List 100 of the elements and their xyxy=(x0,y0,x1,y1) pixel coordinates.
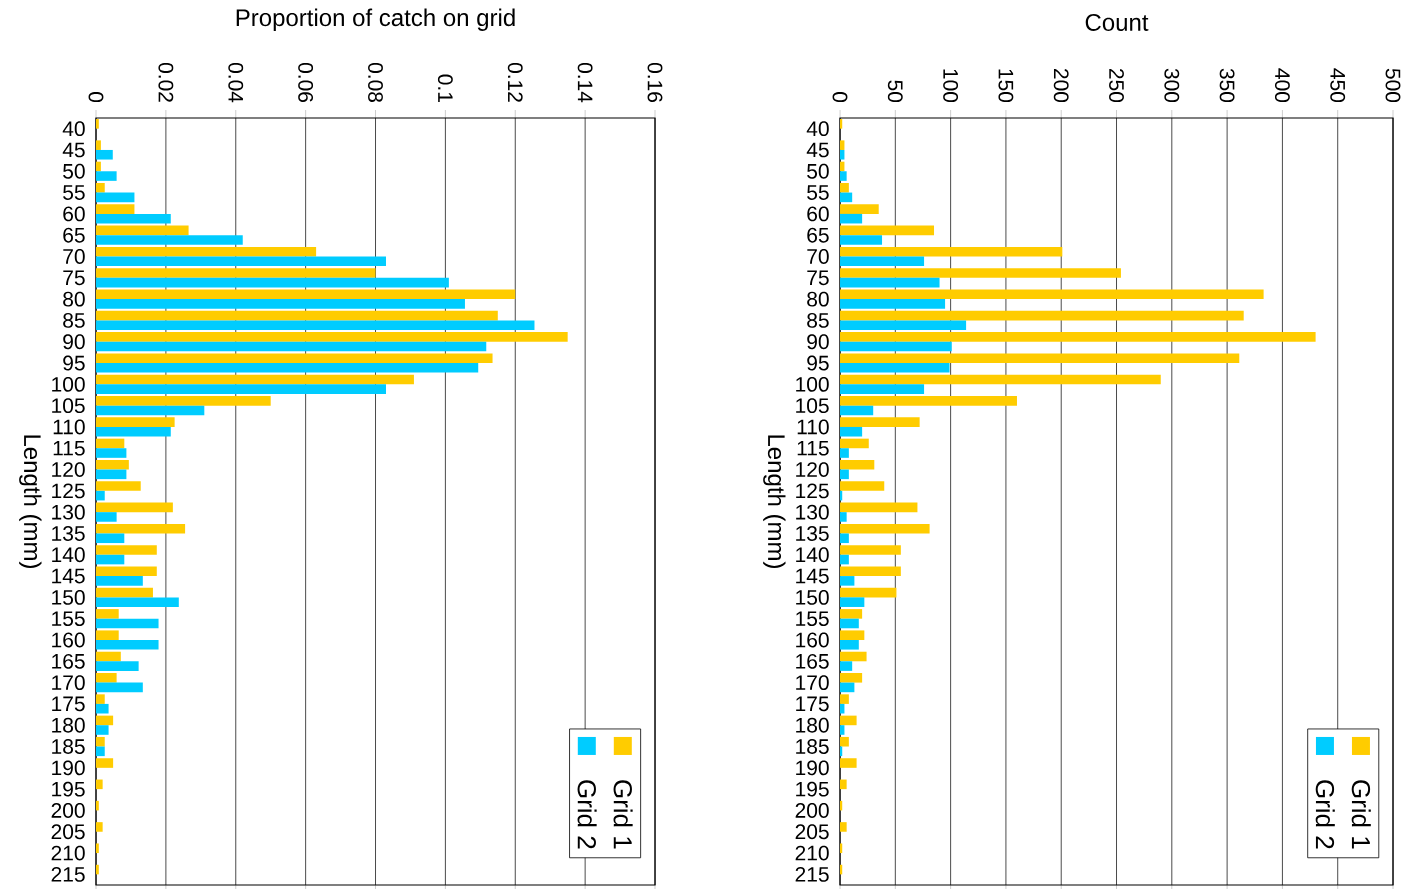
y-tick-label: 195 xyxy=(52,781,85,797)
bar xyxy=(840,779,847,790)
y-tick-label: 60 xyxy=(63,206,85,222)
y-tick-label: 40 xyxy=(806,121,829,137)
legend-label: Grid 2 xyxy=(577,780,597,849)
bar xyxy=(840,417,920,427)
y-tick-label: 190 xyxy=(52,760,85,776)
bar xyxy=(96,320,535,330)
x-tick-label: 0 xyxy=(88,92,104,103)
bar xyxy=(96,405,205,416)
bar xyxy=(840,204,879,214)
bar xyxy=(96,597,179,607)
y-tick-label: 85 xyxy=(63,312,85,328)
y-tick-label: 95 xyxy=(63,355,85,371)
bar xyxy=(96,384,386,394)
bar xyxy=(840,246,1063,257)
bar xyxy=(96,490,105,501)
bar xyxy=(96,149,113,160)
bar xyxy=(96,171,117,181)
bar xyxy=(840,682,855,693)
x-tick-label: 450 xyxy=(1330,68,1346,103)
bar xyxy=(840,758,857,768)
bar xyxy=(840,225,935,236)
legend-label: Grid 1 xyxy=(1351,780,1371,849)
bar xyxy=(96,694,105,704)
y-tick-label: 105 xyxy=(52,398,85,414)
bar xyxy=(840,374,1161,385)
bar xyxy=(96,661,139,671)
bar xyxy=(96,374,414,385)
y-tick-label: 65 xyxy=(63,227,85,243)
y-tick-label: 185 xyxy=(52,739,85,754)
bar xyxy=(840,587,897,598)
bar xyxy=(840,289,1264,300)
bar xyxy=(96,566,157,577)
bar xyxy=(96,843,99,854)
x-tick-label: 350 xyxy=(1219,68,1235,103)
x-tick-label: 0.04 xyxy=(228,62,244,103)
y-tick-label: 170 xyxy=(52,675,85,691)
y-tick-label: 150 xyxy=(52,589,85,605)
bar xyxy=(96,438,125,449)
bar xyxy=(96,469,127,480)
bar xyxy=(96,630,119,640)
bar xyxy=(96,682,143,693)
bar xyxy=(840,438,869,449)
x-tick-label: 50 xyxy=(887,80,903,103)
bar xyxy=(96,651,121,662)
y-tick-label: 65 xyxy=(807,227,829,243)
y-tick-label: 145 xyxy=(52,568,85,584)
bar xyxy=(840,651,867,662)
y-axis-title: Length (mm) xyxy=(19,435,42,568)
bar xyxy=(840,736,849,747)
bar xyxy=(96,182,105,193)
y-tick-label: 80 xyxy=(63,291,85,307)
bar xyxy=(96,289,516,300)
bar xyxy=(96,235,243,245)
bar xyxy=(840,119,843,129)
x-tick-label: 0.02 xyxy=(158,62,174,102)
y-tick-label: 45 xyxy=(62,142,85,158)
y-tick-label: 125 xyxy=(52,483,85,499)
bar xyxy=(96,533,125,544)
y-tick-label: 205 xyxy=(795,824,829,840)
bar xyxy=(96,363,479,373)
y-tick-label: 45 xyxy=(806,142,829,158)
bar xyxy=(96,204,135,214)
bar xyxy=(96,800,99,811)
y-tick-label: 155 xyxy=(796,611,829,627)
bar xyxy=(96,673,117,683)
bar xyxy=(96,426,171,437)
bar xyxy=(840,822,847,832)
bar xyxy=(96,448,127,458)
bar xyxy=(96,779,103,790)
y-tick-label: 130 xyxy=(796,504,829,520)
bar xyxy=(96,609,119,619)
bar xyxy=(96,459,129,470)
legend-label: Grid 1 xyxy=(613,780,633,849)
bar xyxy=(840,459,875,470)
bar xyxy=(96,256,386,267)
x-tick-label: 0.16 xyxy=(647,62,663,103)
bar xyxy=(96,310,498,321)
y-tick-label: 180 xyxy=(796,717,829,733)
bar xyxy=(840,597,865,607)
bar xyxy=(96,396,271,406)
x-tick-label: 0.14 xyxy=(577,62,593,103)
bar xyxy=(840,171,847,181)
bar xyxy=(96,119,99,129)
bar xyxy=(840,256,925,267)
y-tick-label: 40 xyxy=(62,121,85,137)
bar xyxy=(840,630,865,640)
bar xyxy=(96,161,101,172)
bar xyxy=(840,353,1240,364)
bar xyxy=(840,332,1316,342)
bar xyxy=(96,822,103,832)
y-tick-label: 90 xyxy=(63,334,85,350)
bar xyxy=(840,618,859,629)
x-tick-label: 250 xyxy=(1109,68,1124,103)
x-tick-label: 0.08 xyxy=(368,62,383,103)
y-tick-label: 190 xyxy=(796,760,829,776)
y-tick-label: 140 xyxy=(52,547,85,563)
y-tick-label: 185 xyxy=(796,739,829,754)
y-tick-label: 215 xyxy=(51,866,85,882)
